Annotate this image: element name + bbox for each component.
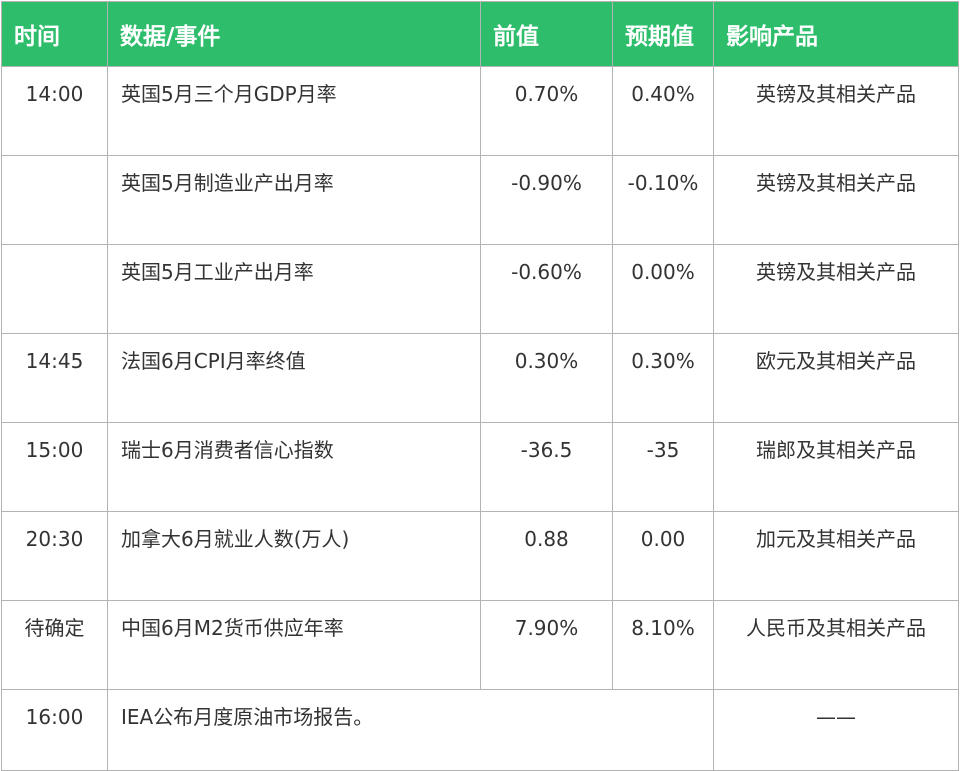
cell-expected: 0.40%	[612, 66, 714, 156]
cell-previous: 0.88	[480, 511, 613, 601]
header-previous: 前值	[480, 1, 613, 67]
cell-impact: 加元及其相关产品	[713, 511, 959, 601]
cell-time: 16:00	[1, 689, 108, 771]
cell-time: 14:00	[1, 66, 108, 156]
cell-event: 英国5月制造业产出月率	[107, 155, 481, 245]
cell-previous: -0.60%	[480, 244, 613, 334]
header-time: 时间	[1, 1, 108, 67]
table-row: 15:00 瑞士6月消费者信心指数 -36.5 -35 瑞郎及其相关产品	[1, 422, 959, 512]
cell-impact: 英镑及其相关产品	[713, 66, 959, 156]
cell-event: 英国5月工业产出月率	[107, 244, 481, 334]
table-row: 待确定 中国6月M2货币供应年率 7.90% 8.10% 人民币及其相关产品	[1, 600, 959, 690]
table-row: 20:30 加拿大6月就业人数(万人) 0.88 0.00 加元及其相关产品	[1, 511, 959, 601]
cell-previous: 0.70%	[480, 66, 613, 156]
table-row: 英国5月工业产出月率 -0.60% 0.00% 英镑及其相关产品	[1, 244, 959, 334]
table-row: 16:00 IEA公布月度原油市场报告。 ——	[1, 689, 959, 771]
cell-impact: 英镑及其相关产品	[713, 244, 959, 334]
cell-expected: 0.00%	[612, 244, 714, 334]
cell-expected: 8.10%	[612, 600, 714, 690]
cell-expected: 0.30%	[612, 333, 714, 423]
cell-time: 15:00	[1, 422, 108, 512]
cell-event: 英国5月三个月GDP月率	[107, 66, 481, 156]
cell-previous: 0.30%	[480, 333, 613, 423]
cell-time	[1, 155, 108, 245]
cell-time	[1, 244, 108, 334]
cell-time: 20:30	[1, 511, 108, 601]
cell-event: 中国6月M2货币供应年率	[107, 600, 481, 690]
cell-event: 瑞士6月消费者信心指数	[107, 422, 481, 512]
table-row: 14:00 英国5月三个月GDP月率 0.70% 0.40% 英镑及其相关产品	[1, 66, 959, 156]
cell-previous: -36.5	[480, 422, 613, 512]
cell-impact: ——	[713, 689, 959, 771]
header-expected: 预期值	[612, 1, 714, 67]
cell-expected: 0.00	[612, 511, 714, 601]
cell-time: 待确定	[1, 600, 108, 690]
cell-previous: 7.90%	[480, 600, 613, 690]
cell-event: 加拿大6月就业人数(万人)	[107, 511, 481, 601]
cell-impact: 人民币及其相关产品	[713, 600, 959, 690]
cell-expected: -0.10%	[612, 155, 714, 245]
table-row: 14:45 法国6月CPI月率终值 0.30% 0.30% 欧元及其相关产品	[1, 333, 959, 423]
cell-impact: 欧元及其相关产品	[713, 333, 959, 423]
header-impact: 影响产品	[713, 1, 959, 67]
table-header-row: 时间 数据/事件 前值 预期值 影响产品	[1, 1, 959, 67]
cell-impact: 瑞郎及其相关产品	[713, 422, 959, 512]
cell-time: 14:45	[1, 333, 108, 423]
header-event: 数据/事件	[107, 1, 481, 67]
cell-event: 法国6月CPI月率终值	[107, 333, 481, 423]
table-row: 英国5月制造业产出月率 -0.90% -0.10% 英镑及其相关产品	[1, 155, 959, 245]
cell-impact: 英镑及其相关产品	[713, 155, 959, 245]
cell-expected: -35	[612, 422, 714, 512]
cell-previous: -0.90%	[480, 155, 613, 245]
cell-event: IEA公布月度原油市场报告。	[107, 689, 714, 771]
